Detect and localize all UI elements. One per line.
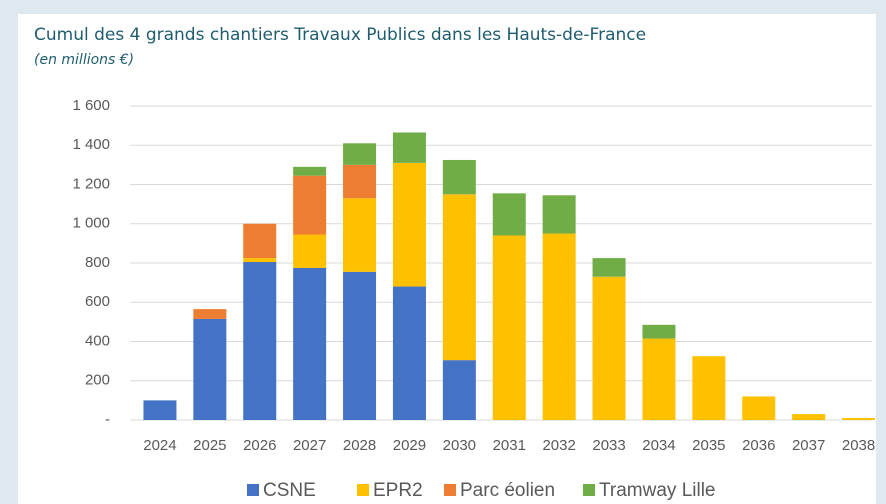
x-tick-label: 2031 <box>493 437 526 454</box>
x-tick-label: 2027 <box>293 437 326 454</box>
x-tick-label: 2026 <box>243 437 276 454</box>
bar-segment <box>193 318 227 420</box>
x-tick-label: 2036 <box>742 437 775 454</box>
bar-segment <box>343 143 377 165</box>
y-tick-label: 1 000 <box>72 215 110 232</box>
legend-swatch <box>357 484 369 496</box>
legend-swatch <box>444 484 456 496</box>
legend-label: EPR2 <box>373 480 423 501</box>
y-tick-label: 1 200 <box>72 175 110 192</box>
chart-subtitle: (en millions €) <box>34 52 134 68</box>
bar-segment <box>343 271 377 420</box>
bar-segment <box>243 258 277 263</box>
bar-segment <box>842 418 876 420</box>
bar-segment <box>293 267 327 420</box>
bar-segment <box>143 400 177 420</box>
legend-label: Tramway Lille <box>599 480 716 501</box>
bar-segment <box>442 159 476 195</box>
y-tick-label: - <box>105 411 110 428</box>
bar-segment <box>243 223 277 259</box>
bar-segment <box>492 193 526 236</box>
bar-segment <box>592 258 626 277</box>
y-tick-label: 200 <box>85 372 110 389</box>
legend-label: CSNE <box>263 480 316 501</box>
y-tick-label: 800 <box>85 254 110 271</box>
bar-segment <box>392 132 426 163</box>
bar-segment <box>742 396 776 420</box>
bar-segment <box>392 286 426 420</box>
bar-segment <box>193 309 227 319</box>
bar-segment <box>592 276 626 420</box>
x-tick-label: 2035 <box>692 437 725 454</box>
bar-segment <box>442 360 476 420</box>
bar-segment <box>642 338 676 420</box>
bar-segment <box>792 414 826 420</box>
legend-label: Parc éolien <box>460 480 555 501</box>
bar-segment <box>343 198 377 272</box>
bar-segment <box>343 164 377 199</box>
bar-segment <box>542 195 576 234</box>
bar-segment <box>542 233 576 420</box>
bar-segment <box>642 324 676 339</box>
bar-segment <box>692 356 726 420</box>
x-tick-label: 2029 <box>393 437 426 454</box>
bar-segment <box>293 166 327 176</box>
bar-segment <box>492 235 526 420</box>
x-tick-label: 2033 <box>592 437 625 454</box>
y-tick-label: 400 <box>85 332 110 349</box>
x-tick-label: 2032 <box>542 437 575 454</box>
x-tick-label: 2030 <box>443 437 476 454</box>
bar-segment <box>442 194 476 361</box>
chart-title: Cumul des 4 grands chantiers Travaux Pub… <box>34 25 646 45</box>
x-tick-label: 2034 <box>642 437 675 454</box>
y-tick-label: 1 400 <box>72 136 110 153</box>
bar-segment <box>392 162 426 287</box>
x-tick-label: 2037 <box>792 437 825 454</box>
y-tick-label: 600 <box>85 293 110 310</box>
x-tick-label: 2024 <box>143 437 176 454</box>
x-tick-label: 2028 <box>343 437 376 454</box>
legend-swatch <box>247 484 259 496</box>
legend-swatch <box>583 484 595 496</box>
bar-segment <box>293 234 327 268</box>
x-tick-label: 2038 <box>842 437 875 454</box>
bar-segment <box>293 175 327 235</box>
x-tick-label: 2025 <box>193 437 226 454</box>
y-tick-label: 1 600 <box>72 97 110 114</box>
bar-segment <box>243 262 277 420</box>
